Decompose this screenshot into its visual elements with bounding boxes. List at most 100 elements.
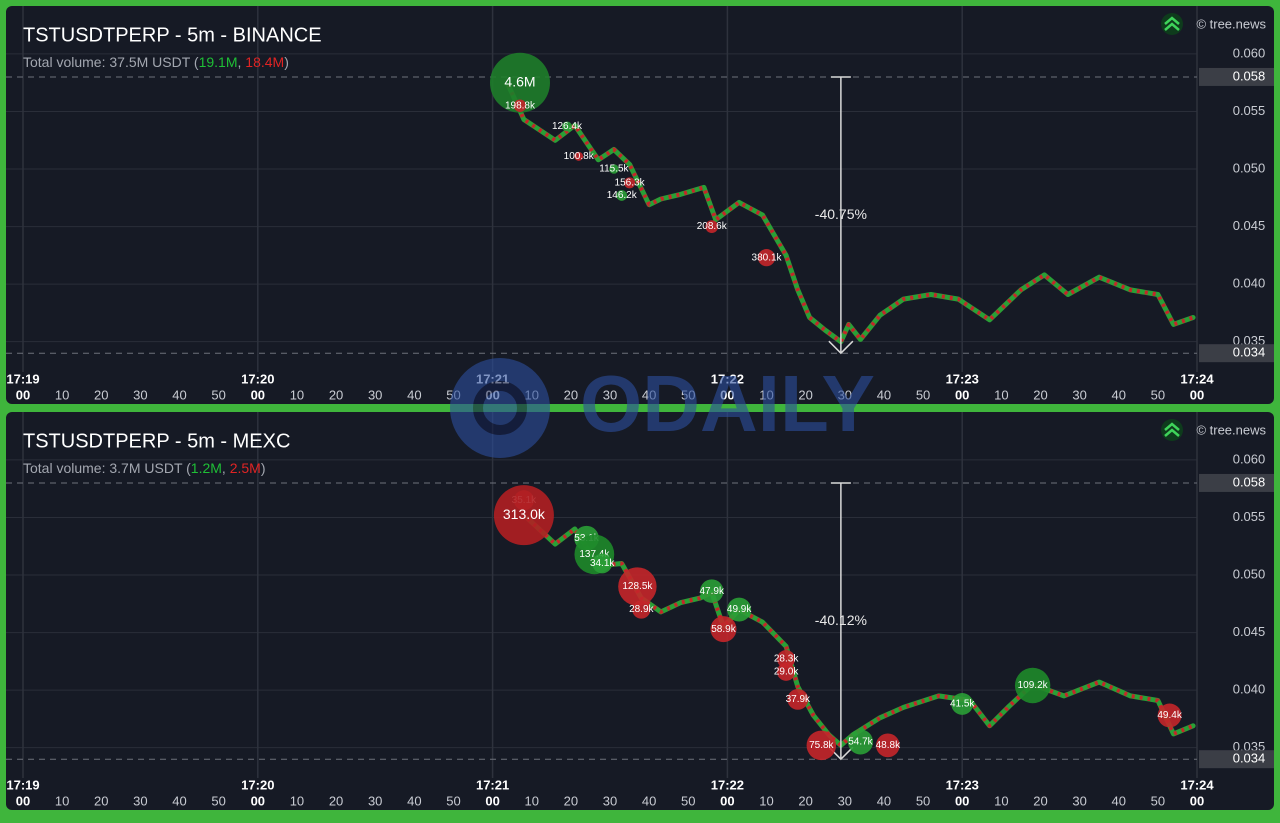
bubble-label: 37.9k — [786, 694, 811, 705]
minute-label: 17:20 — [241, 777, 274, 792]
bubble-label: 28.9k — [629, 604, 654, 615]
x-tick-label: 50 — [916, 793, 930, 808]
price-mark-label: 0.034 — [1233, 345, 1266, 360]
source-icon-chevrons — [1164, 16, 1180, 31]
x-tick-label: 40 — [407, 793, 421, 808]
watermark-logo — [450, 358, 550, 458]
x-tick-label: 10 — [524, 793, 538, 808]
volume-bubble — [700, 579, 724, 603]
x-tick-label: 30 — [368, 387, 382, 402]
price-mark-box — [1199, 67, 1274, 86]
bubble-label: 75.8k — [809, 740, 834, 751]
x-tick-label: 10 — [55, 387, 69, 402]
volume-bubble — [624, 177, 636, 189]
x-tick-label: 40 — [1111, 793, 1125, 808]
volume-bubble — [632, 600, 651, 619]
volume-bubble — [618, 567, 657, 606]
bubble-label: 109.2k — [1018, 680, 1049, 691]
drop-arrow — [828, 340, 854, 355]
volume-part: 1.2M — [191, 460, 222, 476]
x-tick-label: 40 — [172, 387, 186, 402]
x-tick-label: 20 — [564, 387, 578, 402]
volume-bubble — [787, 688, 809, 710]
drop-label: -40.75% — [815, 206, 867, 222]
x-tick-label: 10 — [759, 387, 773, 402]
x-tick-label: 30 — [838, 793, 852, 808]
volume-bubble — [1157, 703, 1182, 728]
volume-bubble — [592, 553, 613, 574]
x-tick-label: 00 — [16, 387, 30, 402]
x-tick-label: 00 — [251, 793, 265, 808]
price-mark-box — [1199, 344, 1274, 363]
volume-bubble — [710, 616, 737, 643]
x-tick-label: 50 — [1151, 387, 1165, 402]
x-tick-label: 00 — [485, 793, 499, 808]
x-tick-label: 10 — [994, 793, 1008, 808]
x-tick-label: 40 — [642, 793, 656, 808]
volume-bubble — [777, 650, 796, 669]
x-tick-label: 30 — [838, 387, 852, 402]
volume-bubble — [574, 151, 584, 161]
bubble-label: 34.1k — [590, 558, 615, 569]
volume-part: 2.5M — [230, 460, 261, 476]
price-line-sell — [526, 517, 1194, 748]
total-volume: Total volume: 37.5M USDT (19.1M, 18.4M) — [23, 54, 289, 70]
volume-bubble — [705, 220, 719, 233]
volume-bubble — [876, 733, 900, 758]
x-tick-label: 00 — [720, 793, 734, 808]
x-tick-label: 20 — [1033, 387, 1047, 402]
x-tick-label: 00 — [251, 387, 265, 402]
minute-label: 17:24 — [1180, 371, 1214, 386]
price-line-sell — [506, 84, 1194, 344]
volume-bubble — [806, 730, 837, 761]
y-tick-label: 0.055 — [1233, 509, 1266, 524]
minute-label: 17:22 — [711, 777, 744, 792]
bubble-label: 115.5k — [599, 164, 629, 175]
minute-label: 17:20 — [241, 371, 274, 386]
x-tick-label: 00 — [1190, 387, 1204, 402]
source-icon-chevrons — [1164, 422, 1180, 437]
bubble-label: 100.8k — [564, 151, 595, 162]
bubble-label: 156.3k — [615, 177, 646, 188]
chart-title: TSTUSDTPERP - 5m - BINANCE — [23, 24, 322, 46]
chart-title: TSTUSDTPERP - 5m - MEXC — [23, 430, 290, 452]
x-tick-label: 00 — [1190, 793, 1204, 808]
price-mark-label: 0.058 — [1233, 68, 1266, 83]
bubble-label: 208.6k — [697, 221, 728, 232]
volume-part: ) — [261, 460, 266, 476]
bubble-label: 28.3k — [774, 654, 799, 665]
x-tick-label: 50 — [681, 387, 695, 402]
y-tick-label: 0.060 — [1233, 45, 1266, 60]
bubble-label: 4.6M — [504, 73, 535, 89]
price-mark-box — [1199, 473, 1274, 492]
bubble-label: 47.9k — [700, 586, 725, 597]
x-tick-label: 50 — [446, 793, 460, 808]
x-tick-label: 20 — [94, 387, 108, 402]
bubble-label: 48.8k — [876, 740, 901, 751]
volume-bubble — [727, 597, 752, 622]
volume-part: , — [222, 460, 230, 476]
x-tick-label: 40 — [1111, 387, 1125, 402]
x-tick-label: 30 — [133, 387, 147, 402]
x-tick-label: 20 — [94, 793, 108, 808]
drop-label: -40.12% — [815, 612, 867, 628]
x-tick-label: 20 — [564, 793, 578, 808]
y-tick-label: 0.050 — [1233, 566, 1266, 581]
x-tick-label: 10 — [994, 387, 1008, 402]
volume-bubble — [489, 52, 550, 113]
x-tick-label: 20 — [798, 793, 812, 808]
y-tick-label: 0.045 — [1233, 624, 1266, 639]
bubble-label: 146.2k — [607, 190, 638, 201]
volume-bubble — [1014, 667, 1051, 704]
bubble-label: 313.0k — [503, 506, 546, 522]
volume-part: 18.4M — [245, 54, 284, 70]
x-tick-label: 00 — [720, 387, 734, 402]
x-tick-label: 50 — [211, 387, 225, 402]
y-tick-label: 0.060 — [1233, 451, 1266, 466]
x-tick-label: 50 — [916, 387, 930, 402]
y-tick-label: 0.040 — [1233, 682, 1266, 697]
